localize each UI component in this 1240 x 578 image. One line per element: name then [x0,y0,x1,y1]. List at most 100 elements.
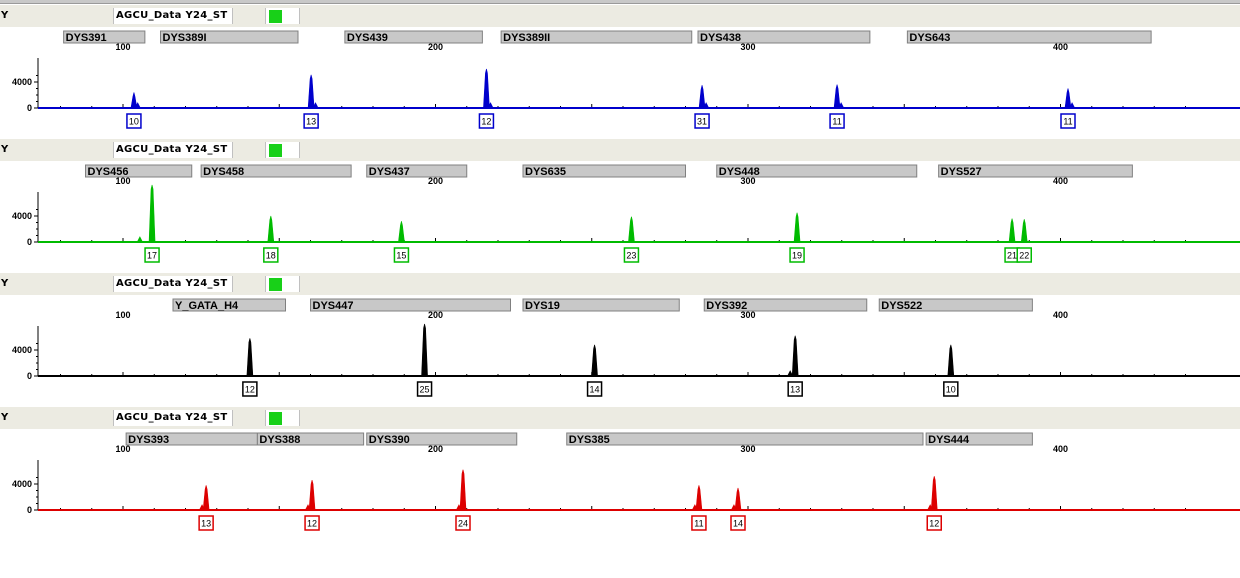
marker-box[interactable] [63,30,146,44]
allele-box[interactable] [303,113,319,129]
allele-box[interactable] [393,247,410,263]
allele-peak[interactable] [947,344,955,377]
allele-call[interactable]: 24 [455,515,471,531]
allele-call[interactable]: 19 [789,247,805,263]
marker-bin[interactable]: DYS439 [344,30,483,44]
allele-call[interactable]: 10 [943,381,959,397]
allele-call[interactable]: 11 [1060,113,1076,129]
marker-box[interactable] [366,432,518,446]
allele-peak[interactable] [130,92,138,109]
allele-peak[interactable] [833,84,841,109]
marker-box[interactable] [344,30,483,44]
allele-box[interactable] [242,381,258,397]
allele-call[interactable]: 13 [303,113,319,129]
allele-box[interactable] [694,113,710,129]
marker-box[interactable] [703,298,868,312]
allele-call[interactable]: 12 [242,381,258,397]
marker-bin[interactable]: DYS390 [366,432,518,446]
allele-peak[interactable] [148,184,156,243]
marker-box[interactable] [160,30,299,44]
allele-peak[interactable] [459,469,467,511]
sample-cell[interactable] [113,276,233,292]
sample-cell[interactable] [113,410,233,426]
allele-box[interactable] [789,247,805,263]
allele-box[interactable] [304,515,320,531]
allele-peak[interactable] [267,215,275,243]
allele-call[interactable]: 10 [126,113,142,129]
marker-bin[interactable]: DYS438 [697,30,871,44]
marker-bin[interactable]: DYS388 [256,432,365,446]
marker-bin[interactable]: DYS635 [522,164,686,178]
marker-bin[interactable]: DYS19 [522,298,680,312]
allele-peak[interactable] [202,485,210,511]
allele-call[interactable]: 14 [730,515,746,531]
marker-box[interactable] [500,30,693,44]
marker-box[interactable] [200,164,352,178]
marker-box[interactable] [256,432,365,446]
marker-box[interactable] [172,298,286,312]
marker-box[interactable] [566,432,924,446]
allele-call[interactable]: 31 [694,113,710,129]
allele-peak[interactable] [695,485,703,511]
allele-peak[interactable] [698,85,706,109]
allele-peak[interactable] [1008,218,1016,243]
allele-box[interactable] [623,247,640,263]
marker-box[interactable] [878,298,1033,312]
allele-box[interactable] [787,381,803,397]
allele-box[interactable] [478,113,495,129]
marker-box[interactable] [310,298,511,312]
marker-bin[interactable]: DYS527 [938,164,1133,178]
allele-call[interactable]: 12 [478,113,495,129]
allele-peak[interactable] [246,338,254,377]
marker-bin[interactable]: DYS393 [125,432,258,446]
marker-box[interactable] [366,164,468,178]
marker-bin[interactable]: DYS522 [878,298,1033,312]
allele-call[interactable]: 23 [623,247,640,263]
allele-call[interactable]: 25 [416,381,433,397]
marker-bin[interactable]: DYS458 [200,164,352,178]
allele-peak[interactable] [398,221,405,243]
marker-bin[interactable]: DYS456 [85,164,193,178]
marker-bin[interactable]: DYS389II [500,30,693,44]
sample-cell[interactable] [113,8,233,24]
allele-box[interactable] [926,515,942,531]
allele-box[interactable] [1016,247,1032,263]
allele-peak[interactable] [930,476,938,511]
allele-peak[interactable] [483,68,490,109]
allele-box[interactable] [691,515,707,531]
allele-peak[interactable] [628,216,635,243]
marker-box[interactable] [697,30,871,44]
marker-bin[interactable]: DYS385 [566,432,924,446]
allele-call[interactable]: 13 [198,515,214,531]
allele-peak[interactable] [734,487,742,511]
allele-peak[interactable] [793,212,801,243]
marker-bin[interactable]: DYS437 [366,164,468,178]
marker-bin[interactable]: DYS392 [703,298,868,312]
allele-box[interactable] [455,515,471,531]
marker-box[interactable] [938,164,1133,178]
marker-box[interactable] [906,30,1152,44]
marker-box[interactable] [925,432,1033,446]
allele-call[interactable]: 15 [393,247,410,263]
allele-call[interactable]: 18 [263,247,279,263]
allele-box[interactable] [586,381,603,397]
allele-call[interactable]: 22 [1016,247,1032,263]
sample-cell[interactable] [113,142,233,158]
allele-call[interactable]: 14 [586,381,603,397]
allele-box[interactable] [263,247,279,263]
allele-box[interactable] [943,381,959,397]
marker-bin[interactable]: DYS444 [925,432,1033,446]
allele-call[interactable]: 11 [691,515,707,531]
allele-box[interactable] [416,381,433,397]
marker-box[interactable] [522,298,680,312]
allele-peak[interactable] [791,335,799,377]
allele-call[interactable]: 17 [144,247,160,263]
marker-bin[interactable]: DYS391 [63,30,146,44]
allele-box[interactable] [198,515,214,531]
marker-box[interactable] [85,164,193,178]
allele-box[interactable] [126,113,142,129]
marker-box[interactable] [716,164,918,178]
allele-box[interactable] [1060,113,1076,129]
allele-peak[interactable] [1064,88,1072,109]
allele-peak[interactable] [591,344,598,377]
